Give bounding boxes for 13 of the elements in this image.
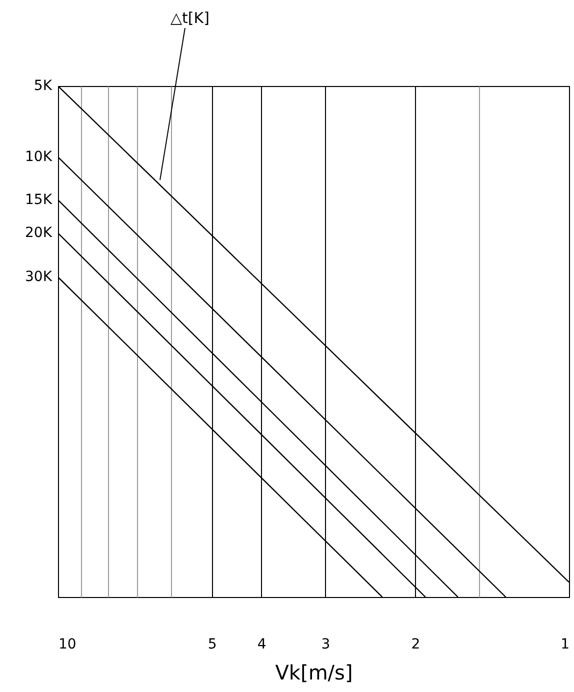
x-tick-label: 5 [208, 636, 217, 652]
x-tick-label: 10 [58, 636, 76, 652]
series-label: 5K [34, 78, 53, 94]
series-label: 30K [25, 269, 53, 286]
x-tick-label: 4 [257, 636, 266, 652]
x-tick-label: 1 [560, 636, 570, 652]
text: △t[K] [170, 9, 210, 27]
x-tick-label: 2 [411, 636, 420, 652]
series-label: 20K [25, 225, 53, 242]
x-axis-title: Vk[m/s] [275, 660, 353, 684]
series-label: 15K [25, 192, 53, 208]
x-tick-label: 3 [321, 636, 330, 652]
series-label: 10K [25, 149, 53, 166]
